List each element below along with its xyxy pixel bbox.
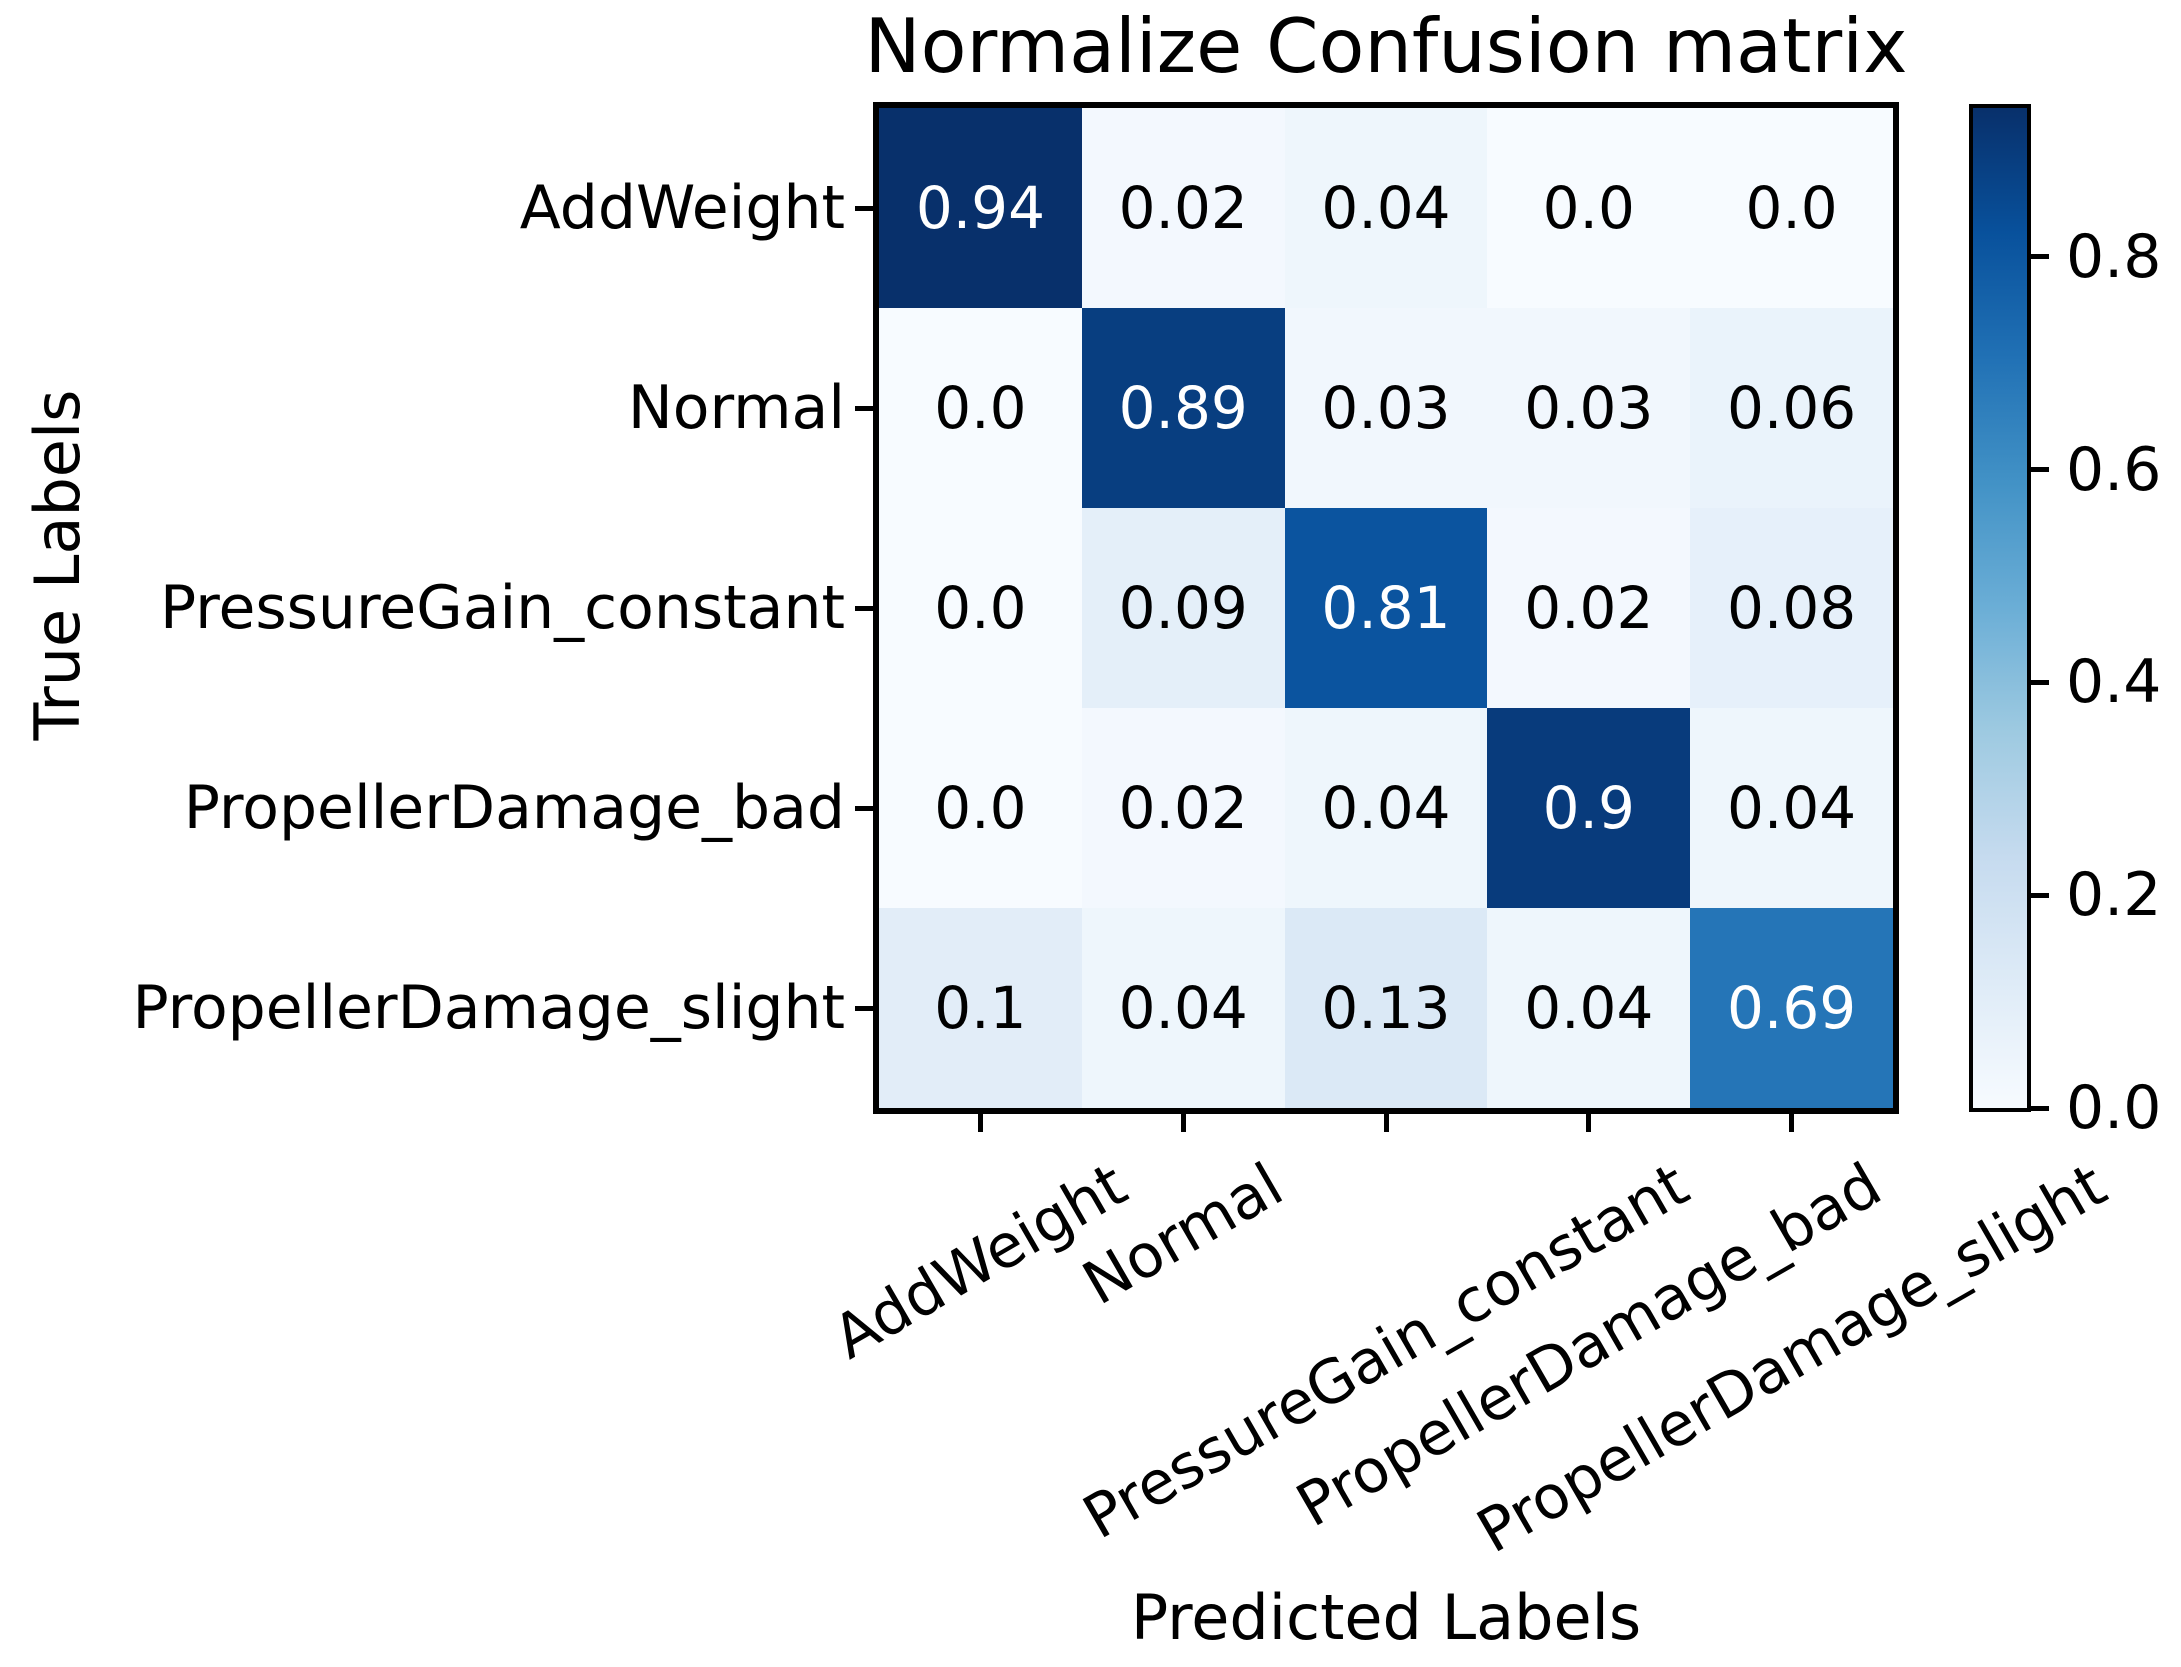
cell-value: 0.0 (934, 374, 1027, 442)
cell-value: 0.04 (1321, 174, 1451, 242)
colorbar-tick-mark (2031, 1105, 2049, 1111)
cell-value: 0.02 (1524, 574, 1654, 642)
cell-value: 0.0 (1745, 174, 1838, 242)
matrix-cell: 0.0 (1487, 108, 1691, 308)
colorbar-tick-mark (2031, 254, 2049, 260)
x-tick-mark (1789, 1114, 1795, 1132)
matrix-cell: 0.81 (1284, 508, 1488, 708)
cell-value: 0.04 (1118, 974, 1248, 1042)
cell-value: 0.04 (1321, 774, 1451, 842)
cell-value: 0.0 (934, 574, 1027, 642)
colorbar-tick-mark (2031, 467, 2049, 473)
colorbar-tick-label: 0.6 (2066, 434, 2162, 505)
matrix-cell: 0.0 (1690, 108, 1893, 308)
matrix-cell: 0.0 (879, 308, 1082, 508)
colorbar-tick-label: 0.2 (2066, 860, 2162, 931)
x-tick-mark (1180, 1114, 1186, 1132)
matrix-cell: 0.02 (1081, 108, 1285, 308)
matrix-cell: 0.06 (1690, 308, 1893, 508)
matrix-cell: 0.1 (879, 908, 1082, 1108)
y-tick-label: Normal (627, 373, 845, 443)
matrix-cell: 0.13 (1284, 908, 1488, 1108)
cell-value: 0.08 (1727, 574, 1857, 642)
x-tick-mark (1586, 1114, 1592, 1132)
matrix-cell: 0.0 (879, 508, 1082, 708)
y-axis-title: True Labels (21, 389, 94, 741)
cell-value: 0.04 (1524, 974, 1654, 1042)
matrix-cell: 0.03 (1487, 308, 1691, 508)
colorbar-tick-mark (2031, 892, 2049, 898)
matrix-cell: 0.04 (1081, 908, 1285, 1108)
cell-value: 0.0 (1542, 174, 1635, 242)
cell-value: 0.9 (1542, 774, 1635, 842)
cell-value: 0.06 (1727, 374, 1857, 442)
y-tick-mark (855, 405, 873, 411)
cell-value: 0.89 (1118, 374, 1248, 442)
matrix-cell: 0.89 (1081, 308, 1285, 508)
y-tick-label: PropellerDamage_bad (183, 773, 845, 843)
matrix-cell: 0.04 (1284, 708, 1488, 908)
matrix-cell: 0.04 (1487, 908, 1691, 1108)
x-tick-mark (977, 1114, 983, 1132)
y-tick-mark (855, 605, 873, 611)
cell-value: 0.04 (1727, 774, 1857, 842)
y-tick-label: PressureGain_constant (160, 573, 845, 643)
cell-value: 0.0 (934, 774, 1027, 842)
cell-value: 0.94 (915, 174, 1045, 242)
matrix-cell: 0.69 (1690, 908, 1893, 1108)
colorbar-tick-label: 0.4 (2066, 647, 2162, 718)
matrix-cell: 0.0 (879, 708, 1082, 908)
matrix-cell: 0.04 (1284, 108, 1488, 308)
cell-value: 0.03 (1321, 374, 1451, 442)
cell-value: 0.81 (1321, 574, 1451, 642)
matrix-cell: 0.04 (1690, 708, 1893, 908)
matrix-cell: 0.08 (1690, 508, 1893, 708)
colorbar-tick-label: 0.0 (2066, 1073, 2162, 1143)
cell-value: 0.69 (1727, 974, 1857, 1042)
y-tick-mark (855, 205, 873, 211)
matrix-cell: 0.9 (1487, 708, 1691, 908)
cell-value: 0.13 (1321, 974, 1451, 1042)
y-tick-label: AddWeight (519, 173, 845, 243)
matrix-cell: 0.03 (1284, 308, 1488, 508)
colorbar-tick-mark (2031, 679, 2049, 685)
cell-value: 0.1 (934, 974, 1027, 1042)
cell-value: 0.02 (1118, 174, 1248, 242)
cell-value: 0.02 (1118, 774, 1248, 842)
matrix-cell: 0.02 (1487, 508, 1691, 708)
colorbar (1969, 104, 2031, 1112)
x-tick-mark (1383, 1114, 1389, 1132)
x-axis-title: Predicted Labels (1130, 1581, 1642, 1654)
cell-value: 0.03 (1524, 374, 1654, 442)
y-tick-label: PropellerDamage_slight (132, 973, 845, 1043)
heatmap-grid: 0.94 0.02 0.04 0.0 0.0 0.0 0.89 0.03 0.03 0.06 0.0… (873, 102, 1899, 1114)
y-tick-mark (855, 1005, 873, 1011)
y-tick-mark (855, 805, 873, 811)
matrix-cell: 0.94 (879, 108, 1082, 308)
colorbar-tick-label: 0.8 (2066, 221, 2162, 292)
matrix-cell: 0.02 (1081, 708, 1285, 908)
chart-title: Normalize Confusion matrix (864, 2, 1908, 90)
cell-value: 0.09 (1118, 574, 1248, 642)
matrix-cell: 0.09 (1081, 508, 1285, 708)
